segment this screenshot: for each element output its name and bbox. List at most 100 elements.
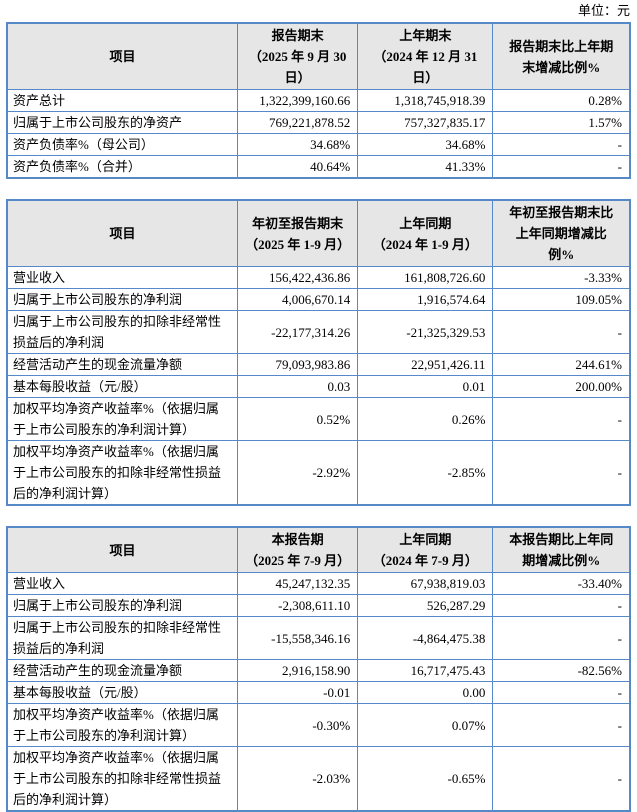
year-to-date-results-table: 项目 年初至报告期末 （2025 年 1-9 月） 上年同期 （2024 年 1-9… [6,199,631,506]
cell-value: 200.00% [492,375,631,398]
table-row: 经营活动产生的现金流量净额 2,916,158.90 16,717,475.43 -8… [6,659,631,682]
table-row: 加权平均净资产收益率%（依据归属于上市公司股东的净利润计算） 0.52% 0.26%… [6,397,631,441]
cell-value: 16,717,475.43 [357,659,494,682]
table-row: 加权平均净资产收益率%（依据归属于上市公司股东的扣除非经常性损益后的净利润计算）… [6,746,631,812]
row-label: 归属于上市公司股东的净利润 [6,288,238,311]
cell-value: -0.01 [236,681,359,704]
cell-value: 41.33% [357,155,494,179]
row-label: 资产负债率%（母公司） [6,133,238,156]
table-row: 加权平均净资产收益率%（依据归属于上市公司股东的扣除非经常性损益后的净利润计算）… [6,440,631,506]
cell-value: -22,177,314.26 [236,310,359,354]
table-row: 加权平均净资产收益率%（依据归属于上市公司股东的净利润计算） -0.30% 0.07… [6,703,631,747]
table-row: 基本每股收益（元/股） -0.01 0.00- [6,681,631,704]
unit-label: 单位：元 [577,3,630,18]
row-label: 加权平均净资产收益率%（依据归属于上市公司股东的净利润计算） [6,703,238,747]
cell-value: -0.65% [357,746,494,812]
cell-value: - [492,703,631,747]
cell-value: 156,422,436.86 [236,266,359,289]
cell-value: -2,308,611.10 [236,594,359,617]
column-header: 报告期末比上年期 末增减比例% [492,22,631,90]
cell-value: 0.01 [357,375,494,398]
table-row: 归属于上市公司股东的扣除非经常性损益后的净利润 -15,558,346.16 -4,… [6,616,631,660]
cell-value: 2,916,158.90 [236,659,359,682]
column-header: 年初至报告期末 （2025 年 1-9 月） [236,199,359,267]
cell-value: 0.52% [236,397,359,441]
row-label: 归属于上市公司股东的净利润 [6,594,238,617]
cell-value: -0.30% [236,703,359,747]
cell-value: 769,221,878.52 [236,111,359,134]
table-header-row: 项目 本报告期 （2025 年 7-9 月） 上年同期 （2024 年 7-9 月）… [6,526,631,573]
cell-value: 1,318,745,918.39 [357,89,494,112]
cell-value: - [492,155,631,179]
cell-value: -15,558,346.16 [236,616,359,660]
table-header-row: 项目 报告期末 （2025 年 9 月 30 日） 上年期末 （2024 年 12 … [6,22,631,90]
column-header: 项目 [6,526,238,573]
cell-value: - [492,133,631,156]
cell-value: -2.85% [357,440,494,506]
row-label: 归属于上市公司股东的扣除非经常性损益后的净利润 [6,616,238,660]
table-row: 营业收入 156,422,436.86 161,808,726.60 -3.33% [6,266,631,289]
row-label: 经营活动产生的现金流量净额 [6,659,238,682]
cell-value: 0.26% [357,397,494,441]
table-row: 经营活动产生的现金流量净额 79,093,983.86 22,951,426.11 2… [6,353,631,376]
column-header: 报告期末 （2025 年 9 月 30 日） [236,22,359,90]
table-row: 基本每股收益（元/股） 0.03 0.01 200.00% [6,375,631,398]
cell-value: 0.07% [357,703,494,747]
row-label: 资产负债率%（合并） [6,155,238,179]
cell-value: 757,327,835.17 [357,111,494,134]
column-header: 项目 [6,22,238,90]
cell-value: 0.03 [236,375,359,398]
cell-value: -33.40% [492,572,631,595]
cell-value: -4,864,475.38 [357,616,494,660]
cell-value: 45,247,132.35 [236,572,359,595]
column-header: 上年期末 （2024 年 12 月 31 日） [357,22,494,90]
tables-container: 项目 报告期末 （2025 年 9 月 30 日） 上年期末 （2024 年 12 … [6,22,631,812]
row-label: 资产总计 [6,89,238,112]
cell-value: -82.56% [492,659,631,682]
cell-value: 1,322,399,160.66 [236,89,359,112]
row-label: 归属于上市公司股东的扣除非经常性损益后的净利润 [6,310,238,354]
cell-value: 34.68% [236,133,359,156]
column-header: 年初至报告期末比 上年同期增减比 例% [492,199,631,267]
cell-value: 4,006,670.14 [236,288,359,311]
row-label: 归属于上市公司股东的净资产 [6,111,238,134]
row-label: 基本每股收益（元/股） [6,375,238,398]
cell-value: 109.05% [492,288,631,311]
row-label: 加权平均净资产收益率%（依据归属于上市公司股东的扣除非经常性损益后的净利润计算） [6,746,238,812]
cell-value: 244.61% [492,353,631,376]
cell-value: - [492,681,631,704]
cell-value: 1.57% [492,111,631,134]
cell-value: - [492,440,631,506]
cell-value: -2.92% [236,440,359,506]
cell-value: 0.28% [492,89,631,112]
cell-value: 1,916,574.64 [357,288,494,311]
column-header: 项目 [6,199,238,267]
table-header-row: 项目 年初至报告期末 （2025 年 1-9 月） 上年同期 （2024 年 1-9… [6,199,631,267]
cell-value: - [492,310,631,354]
row-label: 营业收入 [6,572,238,595]
cell-value: 22,951,426.11 [357,353,494,376]
cell-value: - [492,616,631,660]
period-end-balance-table: 项目 报告期末 （2025 年 9 月 30 日） 上年期末 （2024 年 12 … [6,22,631,179]
column-header: 本报告期 （2025 年 7-9 月） [236,526,359,573]
table-row: 资产负债率%（合并） 40.64% 41.33% - [6,155,631,179]
table-row: 归属于上市公司股东的净利润 4,006,670.14 1,916,574.64 109… [6,288,631,311]
table-row: 归属于上市公司股东的扣除非经常性损益后的净利润 -22,177,314.26 -21… [6,310,631,354]
table-row: 资产负债率%（母公司） 34.68% 34.68% - [6,133,631,156]
cell-value: - [492,397,631,441]
current-quarter-results-table: 项目 本报告期 （2025 年 7-9 月） 上年同期 （2024 年 7-9 月）… [6,526,631,812]
cell-value: 79,093,983.86 [236,353,359,376]
table-row: 资产总计 1,322,399,160.66 1,318,745,918.39 0.28… [6,89,631,112]
row-label: 营业收入 [6,266,238,289]
cell-value: 67,938,819.03 [357,572,494,595]
column-header: 上年同期 （2024 年 7-9 月） [357,526,494,573]
cell-value: 0.00 [357,681,494,704]
cell-value: -2.03% [236,746,359,812]
cell-value: -21,325,329.53 [357,310,494,354]
cell-value: 34.68% [357,133,494,156]
table-row: 营业收入 45,247,132.35 67,938,819.03 -33.40% [6,572,631,595]
cell-value: 161,808,726.60 [357,266,494,289]
column-header: 本报告期比上年同 期增减比例% [492,526,631,573]
table-row: 归属于上市公司股东的净利润 -2,308,611.10 526,287.29- [6,594,631,617]
